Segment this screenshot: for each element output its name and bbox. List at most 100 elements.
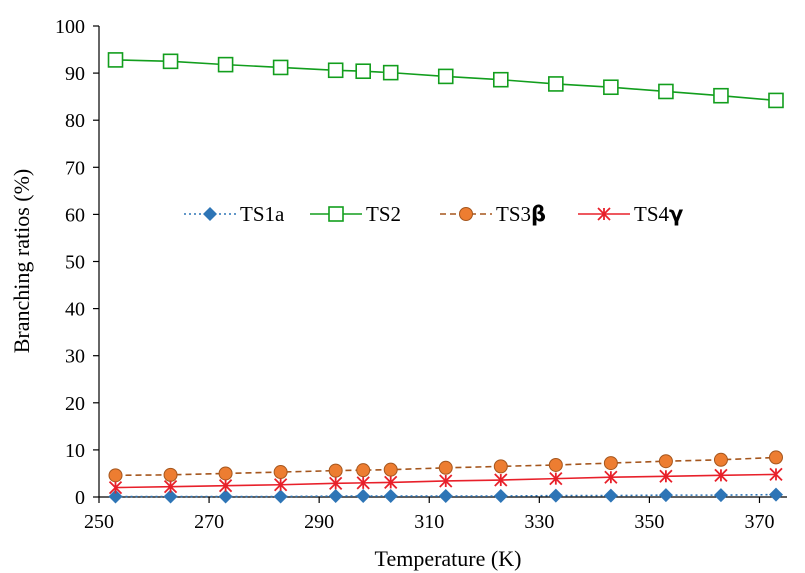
data-point — [604, 470, 618, 484]
x-tick-label: 330 — [524, 511, 554, 533]
y-tick-label: 30 — [65, 346, 85, 368]
data-point — [383, 489, 398, 504]
legend-marker — [203, 207, 217, 221]
axes: 0 10 20 30 40 50 60 70 80 90 100 250 270 290 310 330 350… — [55, 16, 787, 533]
data-point — [658, 488, 673, 503]
x-tick-label: 310 — [414, 511, 444, 533]
data-point — [356, 463, 371, 478]
data-point — [494, 473, 508, 487]
series-line — [115, 59, 777, 102]
legend-item-ts4: TS4γ — [578, 202, 683, 226]
x-axis-label: Temperature (K) — [375, 546, 522, 571]
y-tick-label: 60 — [65, 204, 85, 226]
data-point — [329, 476, 343, 490]
data-point — [328, 463, 343, 478]
data-point — [658, 454, 673, 469]
series-line — [115, 456, 777, 477]
data-point — [768, 92, 784, 109]
legend-label: TS3β — [496, 202, 546, 226]
data-point — [273, 478, 288, 492]
legend-item-ts2: TS2 — [310, 202, 401, 226]
data-point — [355, 63, 371, 80]
data-point — [603, 488, 618, 503]
data-point — [548, 457, 563, 472]
y-tick-label: 90 — [65, 63, 85, 85]
data-point — [549, 471, 563, 486]
x-tick-label: 370 — [744, 511, 774, 533]
data-point — [356, 489, 371, 504]
y-tick-label: 100 — [55, 16, 85, 38]
data-point — [108, 468, 123, 483]
series-line — [115, 473, 777, 489]
y-tick-label: 70 — [65, 157, 85, 179]
data-point — [548, 76, 564, 92]
y-tick-label: 50 — [65, 252, 85, 274]
data-point — [273, 489, 288, 504]
series-layer — [107, 52, 784, 504]
data-point — [713, 488, 728, 503]
data-point — [273, 465, 288, 480]
data-point — [384, 475, 398, 490]
legend: TS1a TS2 TS3β TS4γ — [184, 202, 683, 226]
data-point — [327, 62, 344, 79]
legend-marker — [459, 207, 473, 221]
data-point — [163, 489, 178, 504]
series-ts1a — [108, 487, 783, 504]
data-point — [108, 480, 123, 495]
legend-marker — [597, 207, 611, 221]
data-point — [713, 87, 729, 104]
data-point — [438, 489, 453, 504]
data-point — [218, 479, 233, 493]
data-point — [548, 488, 563, 503]
data-point — [217, 56, 234, 73]
legend-label: TS2 — [366, 202, 401, 226]
data-point — [218, 466, 233, 481]
legend-label: TS1a — [240, 202, 285, 226]
x-tick-label: 270 — [194, 511, 224, 533]
data-point — [163, 480, 178, 494]
data-point — [492, 71, 509, 88]
series-ts3 — [108, 450, 783, 483]
data-point — [272, 59, 289, 76]
data-point — [714, 468, 728, 482]
data-point — [768, 487, 783, 502]
y-tick-label: 0 — [75, 487, 85, 509]
x-tick-label: 290 — [304, 511, 334, 533]
series-ts2 — [107, 52, 784, 109]
data-point — [493, 459, 508, 474]
data-point — [163, 467, 178, 482]
data-point — [383, 462, 398, 477]
data-point — [769, 467, 783, 482]
legend-label: TS4γ — [634, 202, 683, 226]
data-point — [603, 79, 619, 96]
data-point — [768, 450, 783, 465]
data-point — [356, 476, 370, 490]
x-tick-label: 250 — [84, 511, 114, 533]
data-point — [603, 456, 618, 471]
series-ts4 — [108, 467, 783, 495]
data-point — [438, 460, 453, 475]
data-point — [493, 489, 508, 504]
y-tick-label: 10 — [65, 440, 85, 462]
x-tick-label: 350 — [634, 511, 664, 533]
data-point — [382, 64, 399, 81]
data-point — [713, 452, 728, 467]
y-tick-label: 40 — [65, 299, 85, 321]
data-point — [108, 489, 123, 504]
data-point — [328, 489, 343, 504]
data-point — [107, 52, 124, 68]
legend-marker — [328, 206, 344, 222]
y-axis-label: Branching ratios (%) — [9, 169, 34, 354]
data-point — [439, 474, 453, 488]
series-line — [115, 493, 776, 498]
y-tick-label: 20 — [65, 393, 85, 415]
data-point — [218, 489, 233, 504]
y-tick-label: 80 — [65, 110, 85, 132]
data-point — [659, 469, 673, 483]
data-point — [437, 68, 454, 85]
data-point — [658, 83, 674, 100]
data-point — [162, 53, 179, 70]
legend-item-ts3: TS3β — [440, 202, 546, 226]
legend-item-ts1a: TS1a — [184, 202, 285, 226]
